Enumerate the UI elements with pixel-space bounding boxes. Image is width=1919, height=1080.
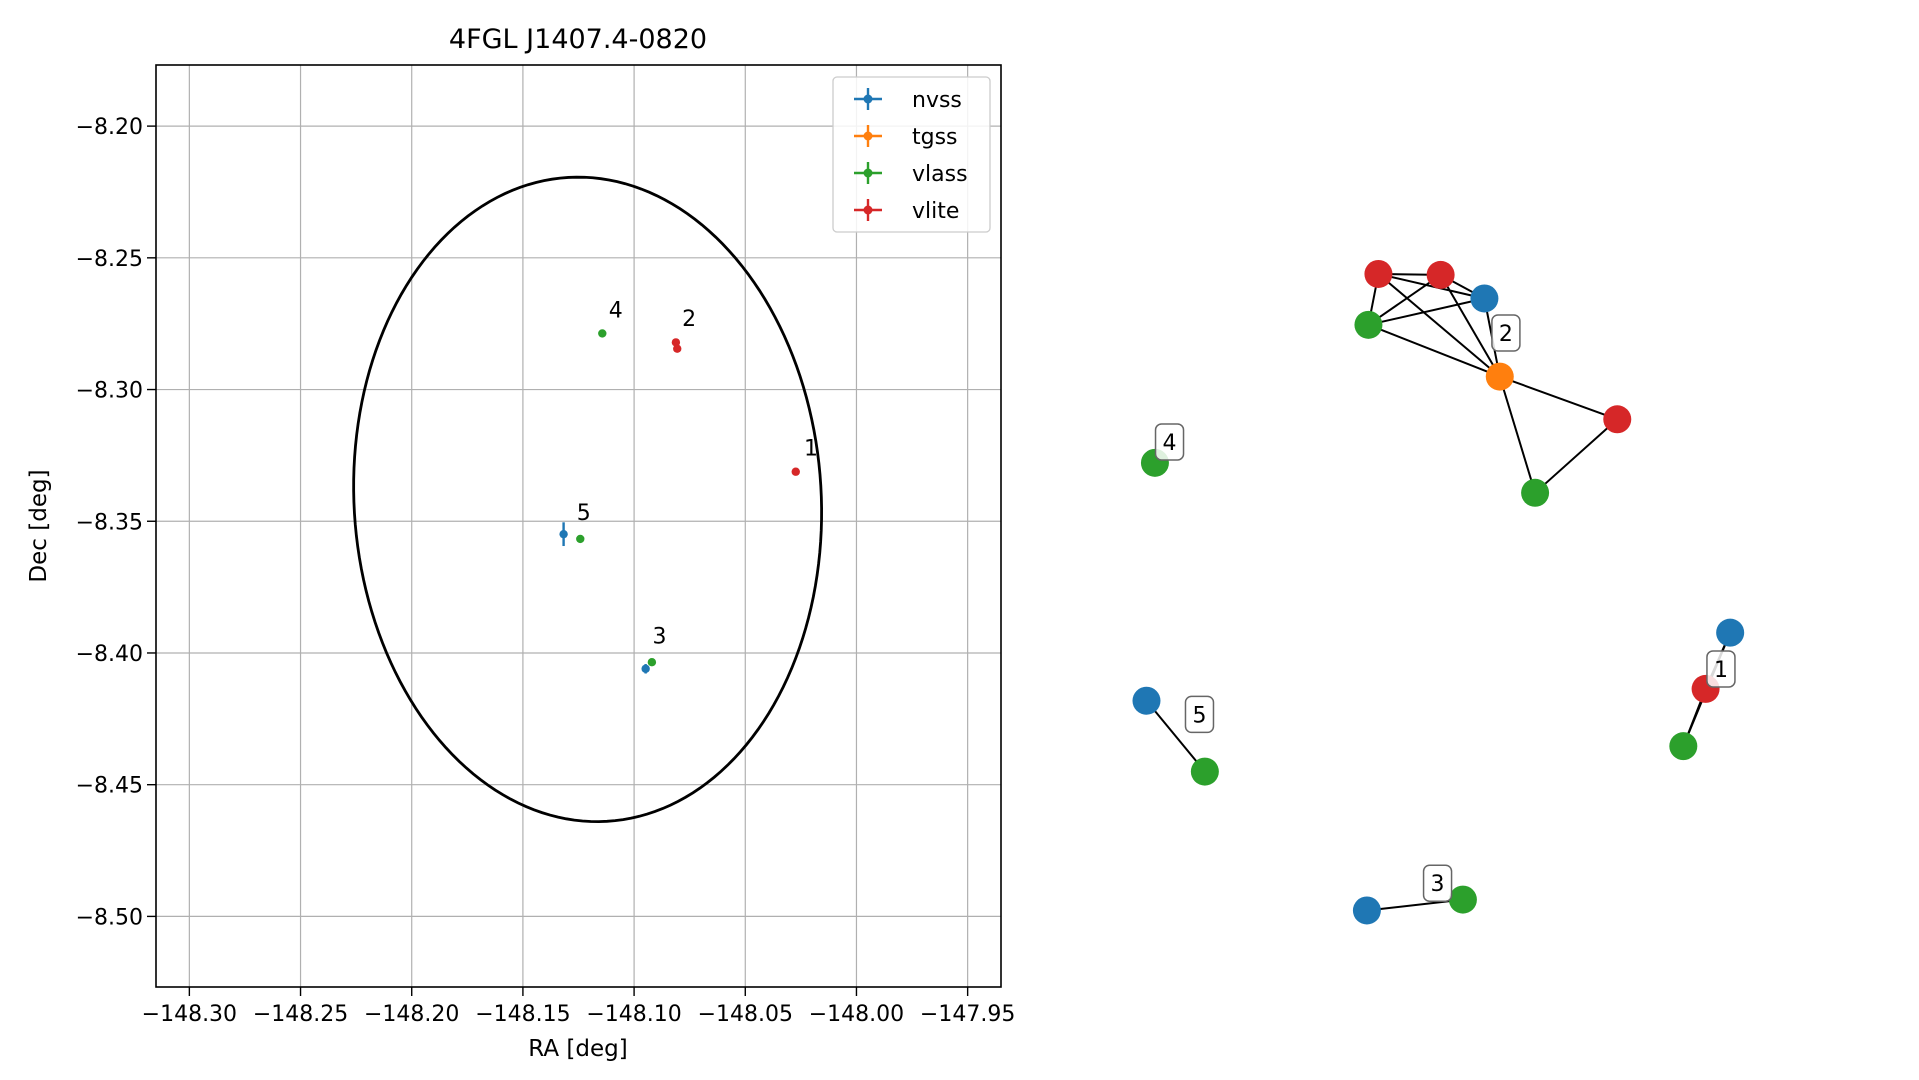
source-group-label: 4 (609, 298, 623, 323)
nvss-point (641, 664, 650, 673)
y-tick-label: −8.35 (76, 510, 143, 535)
legend-marker-tgss (863, 131, 873, 141)
x-tick-label: −148.05 (698, 1002, 793, 1027)
network-edge (1368, 297, 1485, 326)
x-tick-label: −148.00 (809, 1002, 904, 1027)
network-nodes (1132, 259, 1745, 925)
localization-ellipse (352, 175, 823, 824)
y-axis-label: Dec [deg] (26, 469, 52, 582)
x-tick-label: −148.30 (142, 1002, 237, 1027)
vlass-point (647, 657, 657, 667)
network-edges (1145, 272, 1732, 912)
group-label-text: 3 (1431, 872, 1445, 897)
network-node-vlass (1669, 732, 1698, 761)
group-label-box (1422, 864, 1453, 902)
legend-entry-vlite: vlite (854, 199, 959, 224)
group-label-text: 1 (1714, 658, 1728, 683)
y-tick-label: −8.45 (76, 774, 143, 799)
network-node-nvss (1470, 284, 1499, 313)
group-label: 2 (1491, 314, 1521, 352)
x-tick-label: −148.15 (475, 1002, 570, 1027)
y-tick-label: −8.25 (76, 247, 143, 272)
x-tick-label: −148.25 (253, 1002, 348, 1027)
network-node-vlite (1426, 260, 1455, 289)
legend-entry-nvss: nvss (854, 88, 962, 113)
legend-label-tgss: tgss (912, 125, 958, 150)
group-label-text: 5 (1192, 703, 1206, 728)
x-tick-label: −148.10 (586, 1002, 681, 1027)
data-points (559, 329, 800, 674)
chart-title: 4FGL J1407.4-0820 (449, 24, 707, 55)
group-label: 1 (1706, 650, 1736, 688)
group-label-box (1154, 423, 1185, 461)
legend-label-vlite: vlite (912, 199, 959, 224)
network-edge (1534, 418, 1618, 494)
network-edge (1498, 376, 1537, 494)
network-panel: 2 4 5 1 3 (1132, 259, 1745, 925)
vlass-point (576, 534, 585, 544)
network-node-vlass (1448, 885, 1477, 914)
group-label-text: 2 (1499, 322, 1513, 347)
network-edge (1378, 273, 1485, 300)
network-node-nvss (1352, 896, 1381, 925)
vlite-point (671, 338, 681, 347)
network-node-vlite (1364, 259, 1393, 288)
legend-entry-tgss: tgss (854, 125, 958, 150)
vlite-point (673, 344, 682, 353)
network-group-labels: 2 4 5 1 3 (1154, 314, 1736, 902)
point-labels: 1 2 3 4 5 (577, 298, 818, 649)
vlass-point (598, 329, 607, 338)
y-tick-label: −8.30 (76, 379, 143, 404)
network-node-nvss (1132, 686, 1161, 715)
legend-marker-vlass (863, 168, 873, 178)
source-group-label: 2 (682, 307, 696, 332)
network-edge (1145, 700, 1206, 773)
network-node-nvss (1716, 618, 1745, 647)
network-node-tgss (1485, 362, 1514, 391)
legend-marker-nvss (863, 94, 873, 104)
legend-marker-vlite (863, 205, 873, 215)
network-edge (1439, 274, 1501, 378)
axes-frame (155, 64, 1002, 988)
network-node-vlass (1521, 478, 1550, 507)
error-ellipse (352, 175, 823, 824)
network-edge (1499, 375, 1618, 421)
legend: nvss tgss vlass vlite (832, 76, 991, 233)
source-group-label: 1 (804, 436, 818, 461)
group-label-text: 4 (1163, 431, 1177, 456)
x-axis-ticks: −148.30 −148.25 −148.20 −148.15 −148.10 −148.… (142, 987, 1015, 1027)
group-label: 5 (1184, 695, 1215, 734)
group-label: 4 (1154, 423, 1185, 461)
y-tick-label: −8.50 (76, 905, 143, 930)
source-group-label: 5 (577, 501, 591, 526)
group-label: 3 (1422, 864, 1453, 902)
group-label-box (1706, 650, 1736, 688)
y-axis-ticks: −8.20 −8.25 −8.30 −8.35 −8.40 −8.45 −8.50 (76, 115, 156, 930)
legend-label-vlass: vlass (912, 162, 968, 187)
x-tick-label: −147.95 (920, 1002, 1015, 1027)
source-group-label: 3 (653, 624, 667, 649)
network-edge (1377, 273, 1501, 378)
group-label-box (1491, 314, 1521, 352)
vlite-point (791, 467, 800, 476)
nvss-point (559, 529, 568, 539)
y-tick-label: −8.20 (76, 115, 143, 140)
group-label-box (1184, 695, 1215, 734)
network-node-vlass (1354, 310, 1383, 339)
network-node-vlite (1603, 405, 1632, 434)
grid-lines (156, 65, 1001, 987)
legend-box (832, 76, 991, 233)
legend-label-nvss: nvss (912, 88, 962, 113)
x-axis-label: RA [deg] (528, 1036, 627, 1062)
legend-entry-vlass: vlass (854, 162, 968, 187)
network-edge (1368, 323, 1501, 378)
network-edge (1367, 274, 1442, 326)
network-node-vlass (1190, 757, 1219, 786)
y-tick-label: −8.40 (76, 642, 143, 667)
x-tick-label: −148.20 (364, 1002, 459, 1027)
